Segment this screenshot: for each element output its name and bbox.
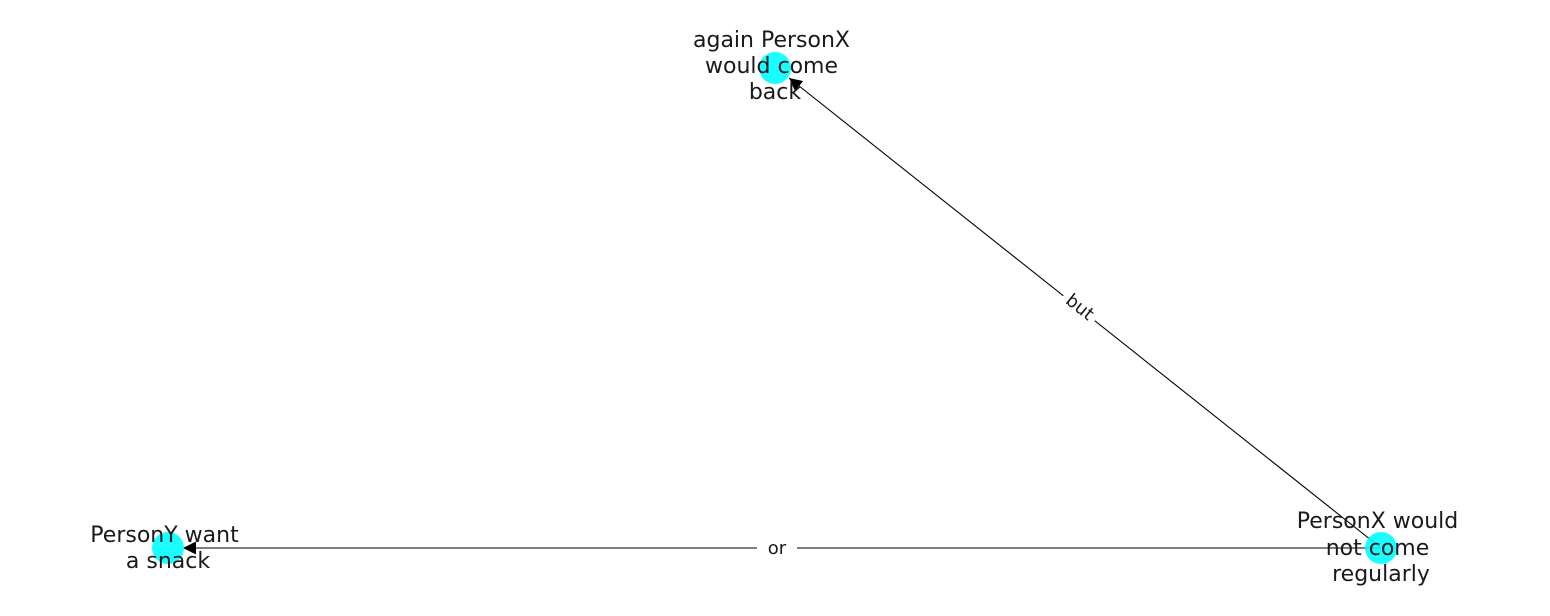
node-circle-personx-would-not	[1365, 532, 1397, 564]
node-circle-persony-want	[152, 532, 184, 564]
node-label-persony-want: PersonY want a snack	[90, 523, 245, 574]
edge-label-or-background	[757, 535, 797, 561]
edge-label-or: or	[757, 535, 797, 561]
edge-label-or-text: or	[768, 538, 787, 559]
node-label-line: back	[749, 80, 802, 105]
node-circle-again-personx	[759, 52, 791, 84]
node-label-line: would come	[705, 54, 838, 79]
node-label-line: regularly	[1332, 562, 1430, 587]
node-label-line: PersonY want	[90, 523, 239, 548]
edge-label-but-background	[1056, 284, 1104, 330]
node-label-line: a snack	[126, 549, 210, 574]
node-label-line: not come	[1326, 536, 1430, 561]
node-label-line: again PersonX	[693, 28, 850, 53]
node-label-line: PersonX would	[1297, 509, 1458, 534]
node-label-personx-would-not: PersonX would not come regularly	[1297, 509, 1465, 587]
node-label-again-personx: again PersonX would come back	[693, 28, 857, 105]
